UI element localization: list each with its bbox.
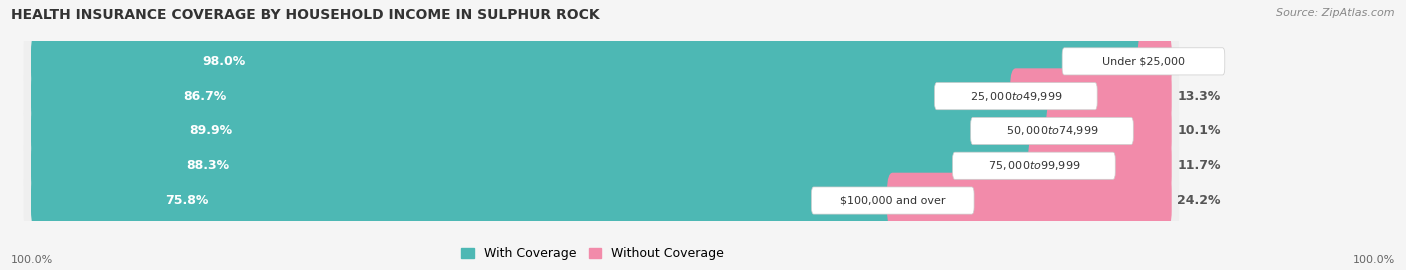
FancyBboxPatch shape <box>1010 68 1171 124</box>
FancyBboxPatch shape <box>1046 103 1171 159</box>
Text: 24.2%: 24.2% <box>1177 194 1220 207</box>
FancyBboxPatch shape <box>24 73 1180 119</box>
Text: 11.7%: 11.7% <box>1177 159 1220 172</box>
FancyBboxPatch shape <box>1137 33 1171 89</box>
Text: Under $25,000: Under $25,000 <box>1102 56 1185 66</box>
Text: $50,000 to $74,999: $50,000 to $74,999 <box>1005 124 1098 137</box>
FancyBboxPatch shape <box>953 152 1115 179</box>
FancyBboxPatch shape <box>24 39 1180 84</box>
FancyBboxPatch shape <box>24 178 1180 223</box>
Text: 88.3%: 88.3% <box>186 159 229 172</box>
FancyBboxPatch shape <box>811 187 974 214</box>
Text: 13.3%: 13.3% <box>1177 90 1220 103</box>
Text: HEALTH INSURANCE COVERAGE BY HOUSEHOLD INCOME IN SULPHUR ROCK: HEALTH INSURANCE COVERAGE BY HOUSEHOLD I… <box>11 8 600 22</box>
Text: $75,000 to $99,999: $75,000 to $99,999 <box>987 159 1080 172</box>
FancyBboxPatch shape <box>24 143 1180 188</box>
Text: 75.8%: 75.8% <box>165 194 208 207</box>
Text: $100,000 and over: $100,000 and over <box>839 195 945 205</box>
Text: 100.0%: 100.0% <box>1353 255 1395 265</box>
Text: 100.0%: 100.0% <box>11 255 53 265</box>
FancyBboxPatch shape <box>1062 48 1225 75</box>
Text: 89.9%: 89.9% <box>188 124 232 137</box>
Text: 10.1%: 10.1% <box>1177 124 1220 137</box>
Legend: With Coverage, Without Coverage: With Coverage, Without Coverage <box>461 247 724 260</box>
Text: 86.7%: 86.7% <box>184 90 226 103</box>
FancyBboxPatch shape <box>1028 138 1171 194</box>
FancyBboxPatch shape <box>31 33 1149 89</box>
FancyBboxPatch shape <box>31 173 898 228</box>
Text: 2.0%: 2.0% <box>1177 55 1212 68</box>
Text: Source: ZipAtlas.com: Source: ZipAtlas.com <box>1277 8 1395 18</box>
FancyBboxPatch shape <box>935 83 1097 110</box>
FancyBboxPatch shape <box>887 173 1171 228</box>
Text: $25,000 to $49,999: $25,000 to $49,999 <box>970 90 1062 103</box>
FancyBboxPatch shape <box>24 108 1180 154</box>
FancyBboxPatch shape <box>31 103 1057 159</box>
Text: 98.0%: 98.0% <box>202 55 246 68</box>
FancyBboxPatch shape <box>31 68 1022 124</box>
FancyBboxPatch shape <box>31 138 1039 194</box>
FancyBboxPatch shape <box>970 117 1133 144</box>
